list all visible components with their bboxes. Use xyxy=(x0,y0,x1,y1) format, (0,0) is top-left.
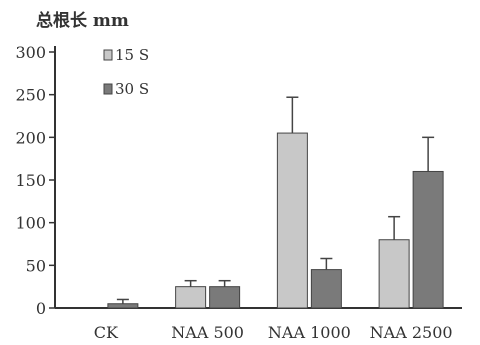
y-tick-label: 200 xyxy=(15,128,46,147)
y-axis-label: 总根长 mm xyxy=(36,10,129,31)
legend-swatch xyxy=(103,83,113,95)
bar xyxy=(276,132,308,309)
legend-label: 30 S xyxy=(115,80,149,98)
bar xyxy=(378,239,410,309)
y-tick-label: 50 xyxy=(26,256,46,275)
x-tick-label: NAA 1000 xyxy=(268,323,351,342)
legend-label: 15 S xyxy=(115,46,149,64)
y-tick-label: 300 xyxy=(15,43,46,62)
bars xyxy=(107,96,444,309)
bar xyxy=(209,286,241,309)
axes: 0 50 100 150 200 250 300 CK NAA 500 NAA 1000 NAA 2… xyxy=(15,43,462,342)
bar xyxy=(310,269,342,309)
x-tick-label: CK xyxy=(94,323,119,342)
y-tick-label: 150 xyxy=(15,171,46,190)
bar xyxy=(412,170,444,309)
y-tick-label: 0 xyxy=(36,299,46,318)
bar xyxy=(107,303,139,309)
y-tick-label: 250 xyxy=(15,86,46,105)
x-tick-label: NAA 500 xyxy=(171,323,244,342)
legend-swatch xyxy=(103,49,113,61)
legend: 15 S 30 S xyxy=(103,46,149,98)
bar xyxy=(175,286,207,309)
y-tick-label: 100 xyxy=(15,214,46,233)
x-tick-label: NAA 2500 xyxy=(370,323,453,342)
